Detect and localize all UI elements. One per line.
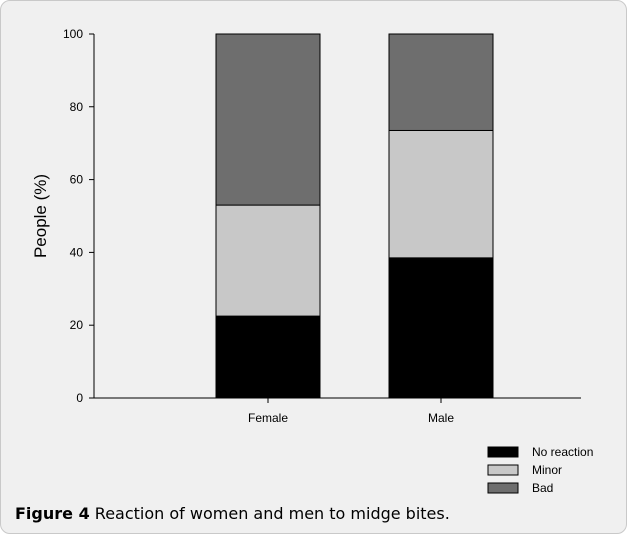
- y-tick-label: 100: [63, 27, 83, 41]
- legend-swatch-bad: [487, 482, 519, 494]
- legend-label: Minor: [532, 463, 562, 477]
- y-axis-label: People (%): [31, 174, 50, 258]
- legend-swatch-minor: [487, 464, 519, 476]
- y-tick-label: 40: [70, 245, 84, 259]
- figure-label: Figure 4: [15, 504, 90, 523]
- x-tick-label: Female: [248, 411, 288, 425]
- figure-caption-text: Reaction of women and men to midge bites…: [94, 504, 450, 523]
- bar-female-bad: [215, 33, 321, 206]
- y-tick-label: 60: [70, 173, 84, 187]
- y-tick-label: 0: [76, 391, 83, 405]
- bar-male-minor: [388, 129, 494, 259]
- legend-swatch-no-reaction: [487, 446, 519, 458]
- figure-caption: Figure 4 Reaction of women and men to mi…: [15, 504, 450, 523]
- bar-male-bad: [388, 33, 494, 131]
- bar-female-minor: [215, 204, 321, 317]
- stacked-bar-chart: 0 20 40 60 80 100 Female Male People (%) No re…: [31, 27, 593, 495]
- bar-female-no-reaction: [215, 315, 321, 399]
- y-tick-label: 20: [70, 318, 84, 332]
- legend-label: No reaction: [532, 445, 593, 459]
- bar-male-no-reaction: [388, 257, 494, 399]
- legend-label: Bad: [532, 481, 553, 495]
- x-tick-label: Male: [428, 411, 454, 425]
- y-tick-label: 80: [70, 100, 84, 114]
